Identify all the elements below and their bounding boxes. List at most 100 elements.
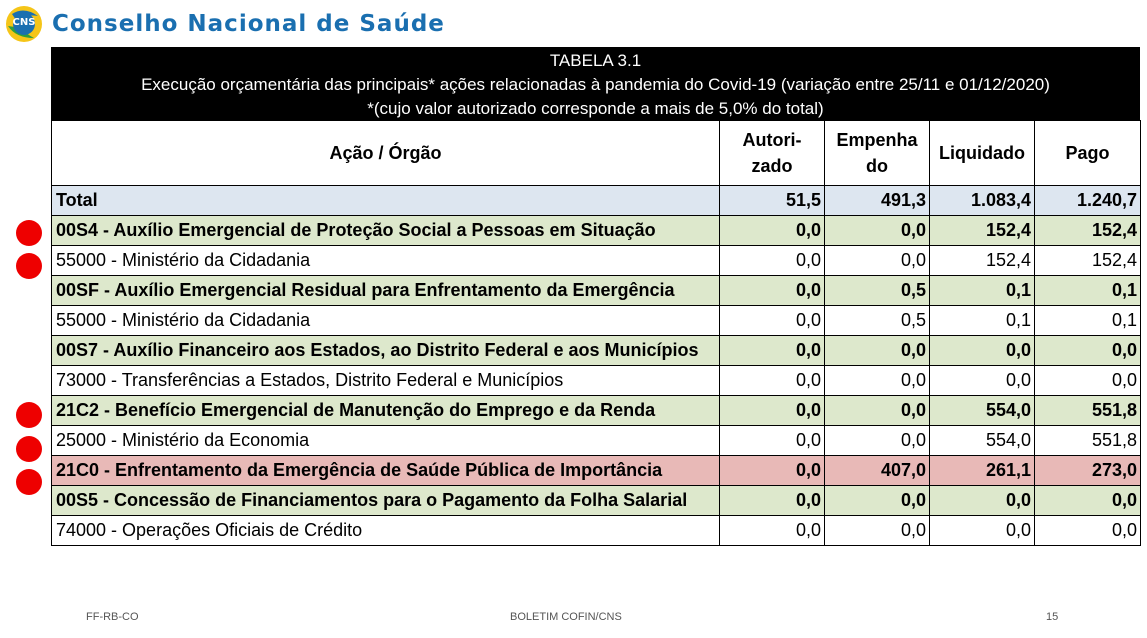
cell-empenhado: 0,0: [824, 245, 930, 276]
cell-liquidado: 261,1: [929, 455, 1035, 486]
row-label: 55000 - Ministério da Cidadania: [51, 245, 720, 276]
col-header-liquidado: Liquidado: [929, 120, 1035, 186]
cell-empenhado: 0,0: [824, 485, 930, 516]
cell-pago: 0,0: [1034, 365, 1141, 396]
cell-autorizado: 0,0: [719, 335, 825, 366]
cell-liquidado: 0,0: [929, 485, 1035, 516]
cell-empenhado: 0,5: [824, 305, 930, 336]
cell-pago: 0,0: [1034, 335, 1141, 366]
cell-liquidado: 0,0: [929, 335, 1035, 366]
cell-autorizado: 0,0: [719, 305, 825, 336]
cell-autorizado: 0,0: [719, 275, 825, 306]
table-row-org: 55000 - Ministério da Cidadania 0,0 0,0 …: [51, 245, 1141, 276]
row-label: 00S5 - Concessão de Financiamentos para …: [51, 485, 720, 516]
row-label: 00S4 - Auxílio Emergencial de Proteção S…: [51, 215, 720, 246]
cell-pago: 551,8: [1034, 425, 1141, 456]
col-header-acao: Ação / Órgão: [51, 120, 720, 186]
cell-liquidado: 152,4: [929, 245, 1035, 276]
row-label: 21C0 - Enfrentamento da Emergência de Sa…: [51, 455, 720, 486]
table-row-action: 21C2 - Benefício Emergencial de Manutenç…: [51, 395, 1141, 426]
table-row-org: 73000 - Transferências a Estados, Distri…: [51, 365, 1141, 396]
cell-empenhado: 0,5: [824, 275, 930, 306]
cell-pago: 551,8: [1034, 395, 1141, 426]
row-label: 55000 - Ministério da Cidadania: [51, 305, 720, 336]
cell-empenhado: 491,3: [824, 185, 930, 216]
cell-empenhado: 407,0: [824, 455, 930, 486]
footer-center: BOLETIM COFIN/CNS: [510, 611, 622, 623]
table-row-org: 25000 - Ministério da Economia 0,0 0,0 5…: [51, 425, 1141, 456]
row-label: 74000 - Operações Oficiais de Crédito: [51, 515, 720, 546]
table-row-action: 00S4 - Auxílio Emergencial de Proteção S…: [51, 215, 1141, 246]
table-row-org: 55000 - Ministério da Cidadania 0,0 0,5 …: [51, 305, 1141, 336]
cell-autorizado: 0,0: [719, 515, 825, 546]
caption-note: *(cujo valor autorizado corresponde a ma…: [367, 99, 824, 118]
caption-title: TABELA 3.1: [549, 51, 642, 70]
cell-liquidado: 1.083,4: [929, 185, 1035, 216]
budget-table: Ação / Órgão Autori- zado Empenha do Liq…: [51, 120, 1141, 546]
table-row-action: 00S5 - Concessão de Financiamentos para …: [51, 485, 1141, 516]
budget-table-container: TABELA 3.1 Execução orçamentária das pri…: [51, 47, 1141, 546]
table-caption: TABELA 3.1 Execução orçamentária das pri…: [51, 47, 1140, 120]
col-header-autorizado-line1: Autori-: [742, 130, 802, 150]
table-row-action: 00S7 - Auxílio Financeiro aos Estados, a…: [51, 335, 1141, 366]
red-marker-dot: [16, 220, 42, 246]
page-number: 15: [1046, 611, 1059, 623]
col-header-empenhado: Empenha do: [824, 120, 930, 186]
col-header-empenhado-line1: Empenha: [836, 130, 918, 150]
row-label: 25000 - Ministério da Economia: [51, 425, 720, 456]
red-marker-dot: [16, 469, 42, 495]
red-marker-dot: [16, 402, 42, 428]
cell-autorizado: 0,0: [719, 395, 825, 426]
cell-liquidado: 0,0: [929, 365, 1035, 396]
col-header-empenhado-line2: do: [866, 156, 888, 176]
footer-left: FF-RB-CO: [86, 611, 139, 623]
cell-liquidado: 0,1: [929, 275, 1035, 306]
org-title: Conselho Nacional de Saúde: [52, 11, 445, 37]
table-header-row: Ação / Órgão Autori- zado Empenha do Liq…: [51, 120, 1141, 186]
cell-pago: 0,1: [1034, 305, 1141, 336]
cell-empenhado: 0,0: [824, 515, 930, 546]
row-label: 21C2 - Benefício Emergencial de Manutenç…: [51, 395, 720, 426]
row-label: 00S7 - Auxílio Financeiro aos Estados, a…: [51, 335, 720, 366]
cell-empenhado: 0,0: [824, 395, 930, 426]
cell-pago: 0,0: [1034, 515, 1141, 546]
table-row-total: Total 51,5 491,3 1.083,4 1.240,7: [51, 185, 1141, 216]
cell-autorizado: 0,0: [719, 215, 825, 246]
cell-pago: 152,4: [1034, 215, 1141, 246]
cell-empenhado: 0,0: [824, 215, 930, 246]
cell-liquidado: 0,1: [929, 305, 1035, 336]
page-header: CNS Conselho Nacional de Saúde: [4, 4, 445, 44]
red-marker-dot: [16, 253, 42, 279]
cell-pago: 273,0: [1034, 455, 1141, 486]
cell-empenhado: 0,0: [824, 335, 930, 366]
cell-liquidado: 0,0: [929, 515, 1035, 546]
row-label: Total: [51, 185, 720, 216]
cell-pago: 152,4: [1034, 245, 1141, 276]
logo-text: CNS: [12, 17, 36, 28]
table-row-action: 00SF - Auxílio Emergencial Residual para…: [51, 275, 1141, 306]
cell-autorizado: 0,0: [719, 245, 825, 276]
col-header-autorizado: Autori- zado: [719, 120, 825, 186]
caption-description: Execução orçamentária das principais* aç…: [141, 75, 1050, 94]
cell-liquidado: 554,0: [929, 425, 1035, 456]
cell-autorizado: 0,0: [719, 425, 825, 456]
cell-pago: 0,0: [1034, 485, 1141, 516]
red-marker-dot: [16, 436, 42, 462]
col-header-pago: Pago: [1034, 120, 1141, 186]
table-row-action-highlighted: 21C0 - Enfrentamento da Emergência de Sa…: [51, 455, 1141, 486]
row-label: 00SF - Auxílio Emergencial Residual para…: [51, 275, 720, 306]
cell-liquidado: 152,4: [929, 215, 1035, 246]
table-row-org: 74000 - Operações Oficiais de Crédito 0,…: [51, 515, 1141, 546]
cell-pago: 0,1: [1034, 275, 1141, 306]
cell-pago: 1.240,7: [1034, 185, 1141, 216]
cell-liquidado: 554,0: [929, 395, 1035, 426]
cell-autorizado: 0,0: [719, 485, 825, 516]
row-label: 73000 - Transferências a Estados, Distri…: [51, 365, 720, 396]
cns-logo: CNS: [4, 4, 44, 44]
cell-empenhado: 0,0: [824, 425, 930, 456]
cell-autorizado: 51,5: [719, 185, 825, 216]
cell-empenhado: 0,0: [824, 365, 930, 396]
cell-autorizado: 0,0: [719, 455, 825, 486]
col-header-autorizado-line2: zado: [751, 156, 793, 176]
cell-autorizado: 0,0: [719, 365, 825, 396]
